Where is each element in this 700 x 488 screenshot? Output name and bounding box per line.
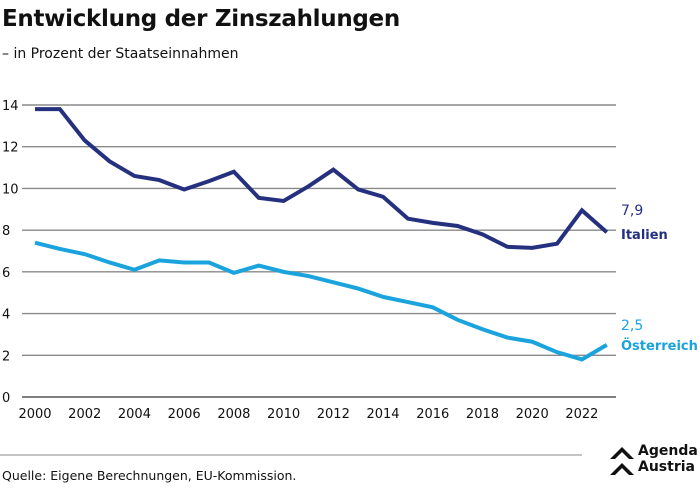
y-tick-label: 14 xyxy=(2,99,19,114)
logo-text-1: Agenda xyxy=(638,443,698,459)
y-tick-label: 8 xyxy=(2,224,10,239)
source-note: Quelle: Eigene Berechnungen, EU-Kommissi… xyxy=(2,468,297,483)
series-line-italien xyxy=(35,107,609,250)
x-tick-label: 2000 xyxy=(18,407,51,422)
agenda-austria-logo: Agenda Austria xyxy=(608,443,700,483)
x-tick-label: 2008 xyxy=(217,407,250,422)
y-tick-label: 6 xyxy=(2,266,10,281)
end-value-label: 7,9 xyxy=(621,203,643,219)
logo-text-2: Austria xyxy=(638,459,695,475)
chart-title: Entwicklung der Zinszahlungen xyxy=(2,6,400,32)
x-tick-label: 2018 xyxy=(466,407,499,422)
series-name-label: Italien xyxy=(621,228,668,243)
x-tick-label: 2002 xyxy=(68,407,101,422)
logo-chevron-icon xyxy=(610,447,634,475)
x-tick-label: 2006 xyxy=(168,407,201,422)
x-tick-label: 2014 xyxy=(366,407,399,422)
x-tick-label: 2012 xyxy=(317,407,350,422)
x-tick-label: 2010 xyxy=(267,407,300,422)
y-tick-label: 0 xyxy=(2,391,10,406)
x-tick-label: 2022 xyxy=(565,407,598,422)
y-tick-label: 12 xyxy=(2,141,19,156)
y-tick-label: 10 xyxy=(2,182,19,197)
x-tick-label: 2020 xyxy=(516,407,549,422)
x-tick-label: 2016 xyxy=(416,407,449,422)
y-tick-label: 2 xyxy=(2,349,10,364)
x-tick-label: 2004 xyxy=(118,407,151,422)
series-name-label: Österreich xyxy=(621,338,698,354)
series-line-oesterreich xyxy=(34,240,608,362)
chart-subtitle: – in Prozent der Staatseinnahmen xyxy=(2,46,239,62)
y-tick-label: 4 xyxy=(2,308,10,323)
end-value-label: 2,5 xyxy=(621,318,643,334)
